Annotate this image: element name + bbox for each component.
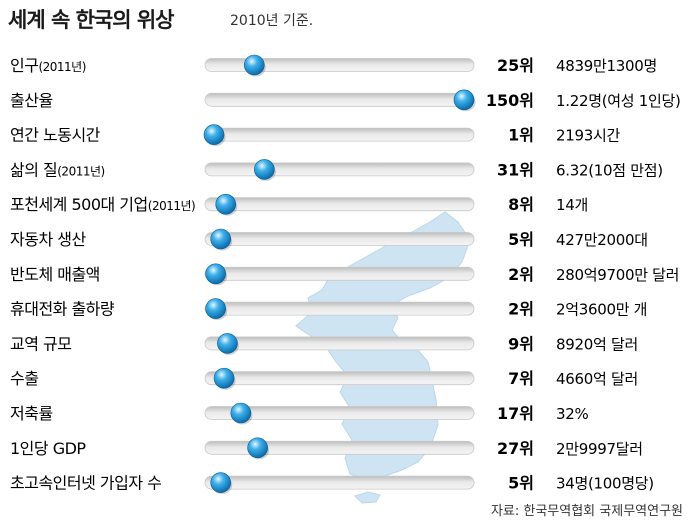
row-label-note: (2011년) <box>38 60 85 74</box>
rank-slider-knob <box>254 159 275 180</box>
rank-label: 25위 <box>497 56 534 75</box>
slider-track <box>204 162 475 177</box>
slider-track <box>204 301 475 316</box>
slider-track <box>204 92 475 107</box>
value-label: 427만2000대 <box>556 231 648 249</box>
rank-slider-knob <box>210 472 232 493</box>
row-label: 삶의 질(2011년) <box>10 160 105 179</box>
rank-slider-knob <box>453 89 475 111</box>
value-label: 280억9700만 달러 <box>556 266 679 284</box>
rank-slider-knob <box>205 298 226 319</box>
value-label: 2193시간 <box>556 127 620 145</box>
value-label: 34명(100명당) <box>556 475 654 493</box>
rank-label: 8위 <box>508 195 534 214</box>
slider-track <box>204 266 475 281</box>
page-title: 세계 속 한국의 위상 <box>8 8 174 32</box>
slider-track <box>204 127 475 142</box>
row-label: 연간 노동시간 <box>10 126 101 145</box>
rank-slider-knob <box>243 54 265 76</box>
value-label: 4660억 달러 <box>556 370 638 388</box>
value-label: 6.32(10점 만점) <box>556 161 663 179</box>
rank-slider-knob <box>230 402 252 424</box>
rank-slider-knob <box>215 193 237 215</box>
row-label: 휴대전화 출하량 <box>10 300 115 319</box>
slider-track <box>204 197 475 212</box>
value-label: 2만9997달러 <box>556 440 643 458</box>
slider-track <box>204 371 475 386</box>
row-label: 교역 규모 <box>10 334 71 353</box>
rank-label: 5위 <box>508 474 534 493</box>
value-label: 4839만1300명 <box>556 57 657 75</box>
rank-label: 2위 <box>508 300 534 319</box>
rank-label: 150위 <box>486 91 534 110</box>
row-label: 초고속인터넷 가입자 수 <box>10 474 161 493</box>
value-label: 8920억 달러 <box>556 335 638 353</box>
row-label: 1인당 GDP <box>10 439 86 458</box>
slider-track <box>204 406 475 420</box>
row-label-note: (2011년) <box>57 164 104 178</box>
rank-label: 2위 <box>508 265 534 284</box>
slider-track <box>204 58 475 72</box>
rank-label: 5위 <box>508 230 534 249</box>
row-label: 출산율 <box>10 91 53 110</box>
rank-slider-knob <box>217 333 238 354</box>
slider-track <box>204 475 475 490</box>
rank-slider-knob <box>210 228 232 250</box>
row-label-note: (2011년) <box>148 199 195 213</box>
value-label: 14개 <box>556 196 588 214</box>
source-note: 자료: 한국무역협회 국제무역연구원 <box>490 504 683 519</box>
row-label: 포천세계 500대 기업(2011년) <box>10 195 195 214</box>
rank-slider-knob <box>203 124 225 145</box>
rank-slider-knob <box>213 367 235 389</box>
rank-slider-knob <box>247 437 268 459</box>
row-label: 자동차 생산 <box>10 230 86 249</box>
row-label: 반도체 매출액 <box>10 265 100 284</box>
rank-label: 7위 <box>508 369 534 388</box>
row-label: 저축률 <box>10 404 53 423</box>
rank-label: 27위 <box>497 439 534 458</box>
value-label: 2억3600만 개 <box>556 301 647 319</box>
rank-label: 31위 <box>497 160 534 179</box>
slider-track <box>204 440 475 455</box>
row-label: 수출 <box>10 369 38 388</box>
rank-label: 17위 <box>497 404 534 423</box>
slider-track <box>204 232 475 246</box>
jeju-island-illustration <box>354 491 381 504</box>
row-label: 인구(2011년) <box>10 56 86 75</box>
slider-track <box>204 336 475 351</box>
rank-label: 1위 <box>508 126 534 145</box>
page-subtitle: 2010년 기준. <box>230 13 314 29</box>
value-label: 32% <box>556 405 588 423</box>
rank-slider-knob <box>205 263 226 285</box>
rank-label: 9위 <box>508 334 534 353</box>
value-label: 1.22명(여성 1인당) <box>556 92 681 110</box>
